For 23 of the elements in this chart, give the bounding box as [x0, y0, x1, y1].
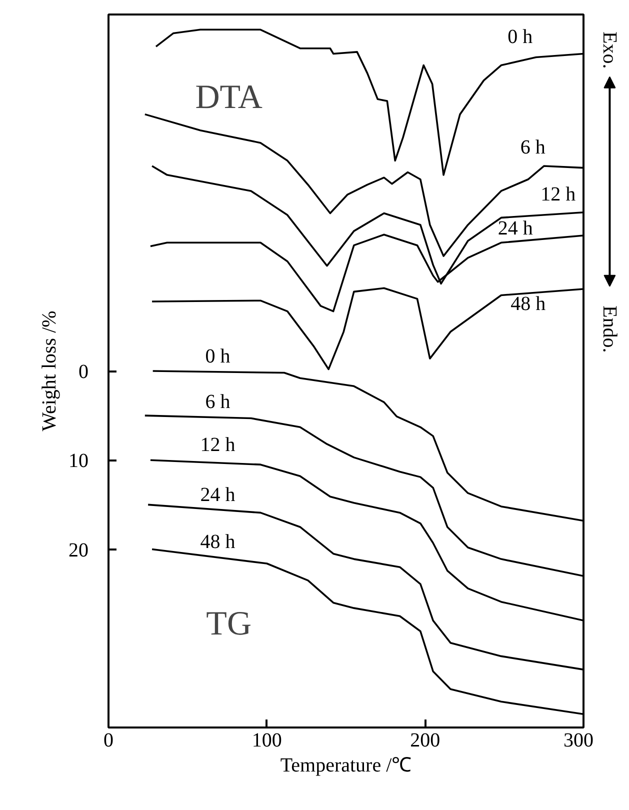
- x-tick-label: 100: [252, 730, 282, 752]
- series-label: 0 h: [508, 26, 533, 48]
- annotation: DTA: [195, 78, 263, 116]
- series-label: 48 h: [510, 293, 546, 316]
- series-label: 24 h: [498, 217, 533, 240]
- series-label: 12 h: [200, 434, 236, 456]
- x-tick-label: 0: [104, 730, 114, 752]
- series-label: 6 h: [205, 391, 230, 414]
- series-label: 0 h: [205, 346, 230, 368]
- x-tick-label: 200: [410, 730, 440, 752]
- series-label: 48 h: [200, 531, 236, 554]
- series-label: 6 h: [520, 136, 546, 158]
- annotation: TG: [206, 606, 252, 643]
- y-tick-label: 0: [78, 361, 88, 383]
- series-label: 24 h: [200, 484, 236, 506]
- text: Exo.: [598, 32, 621, 69]
- y-axis-title: Weight loss /%: [38, 310, 60, 432]
- x-tick-label: 300: [564, 730, 594, 752]
- y-tick-label: 10: [68, 450, 88, 472]
- x-axis-title: Temperature /℃: [280, 754, 412, 776]
- text: Endo.: [598, 306, 621, 353]
- series-label: 12 h: [540, 184, 576, 206]
- y-tick-label: 20: [68, 539, 88, 562]
